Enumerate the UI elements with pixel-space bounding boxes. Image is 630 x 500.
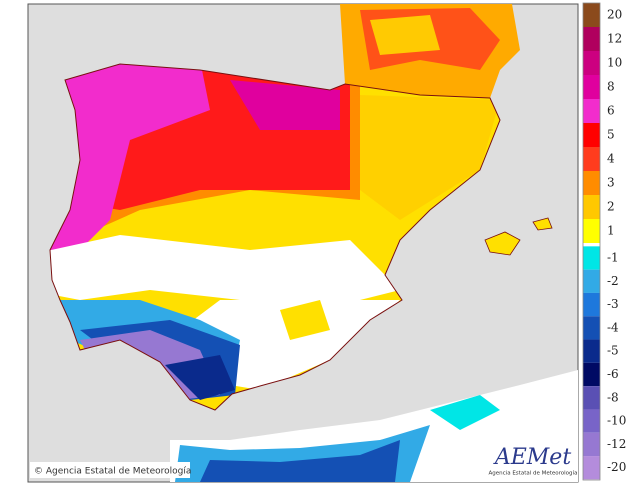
logo-subtitle: Agencia Estatal de Meteorología — [489, 470, 578, 477]
legend-label: -5 — [607, 344, 619, 358]
legend-label: 10 — [607, 56, 622, 70]
legend-swatch — [583, 339, 600, 363]
logo-box — [490, 440, 576, 478]
legend-label: 12 — [607, 32, 622, 46]
legend-swatch — [583, 246, 600, 270]
legend-swatch — [583, 362, 600, 387]
legend-label: 4 — [607, 152, 615, 166]
legend-swatch — [583, 3, 600, 27]
legend-label: -6 — [607, 367, 619, 381]
legend-swatch — [583, 409, 600, 433]
legend-label: -2 — [607, 274, 619, 288]
legend-swatch — [583, 195, 600, 219]
legend-label: 2 — [607, 200, 615, 214]
legend-label: 20 — [607, 8, 622, 22]
legend-label: 1 — [607, 224, 615, 238]
legend-label: 8 — [607, 80, 615, 94]
balearic-island — [484, 231, 521, 256]
legend-label: -20 — [607, 460, 626, 474]
iberia-coast — [49, 63, 501, 411]
legend-swatch — [583, 75, 600, 99]
balearic-island — [532, 217, 553, 231]
legend-swatch — [583, 386, 600, 410]
legend-swatch — [583, 219, 600, 243]
legend-label: -12 — [607, 437, 626, 451]
legend-swatch — [583, 99, 600, 123]
legend-label: -4 — [607, 320, 619, 334]
legend-label: -1 — [607, 251, 619, 265]
legend-swatch — [583, 292, 600, 317]
legend-frame — [582, 2, 601, 481]
legend-swatch — [583, 432, 600, 457]
logo: AEMet — [493, 445, 571, 470]
legend-swatch — [583, 123, 600, 147]
legend-swatch — [583, 316, 600, 340]
copyright: © Agencia Estatal de Meteorología — [34, 467, 191, 477]
legend-label: 3 — [607, 176, 615, 190]
legend-swatch — [583, 269, 600, 293]
legend-label: -8 — [607, 390, 619, 404]
legend-label: 5 — [607, 128, 615, 142]
france-yellow — [370, 15, 440, 55]
legend-swatch — [583, 27, 600, 51]
legend-swatch — [583, 456, 600, 480]
legend-label: 6 — [607, 104, 615, 118]
legend-swatch — [583, 171, 600, 195]
legend-label: -10 — [607, 414, 626, 428]
africa-cold — [200, 440, 400, 482]
legend: 20 12 10 8 6 5 4 3 2 1 -1 -2 -3 -4 -5 -6 -8 -10 -12 -20 — [582, 2, 626, 481]
legend-swatch — [583, 51, 600, 75]
africa-cyan — [430, 395, 500, 430]
legend-swatch — [583, 147, 600, 171]
copyright-box — [30, 462, 190, 478]
legend-label: -3 — [607, 297, 619, 311]
